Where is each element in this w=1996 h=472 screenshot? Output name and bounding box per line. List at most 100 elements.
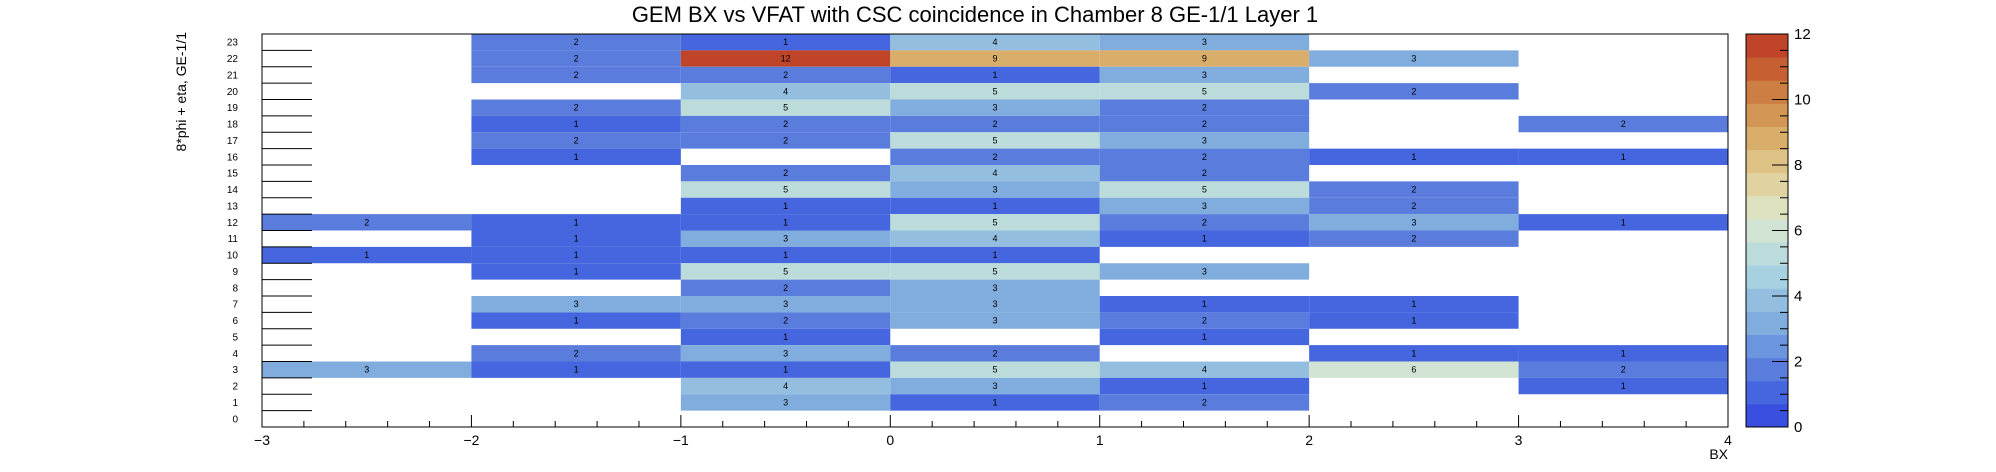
cell-value-label: 1 <box>783 332 788 342</box>
cell-value-label: 1 <box>1411 348 1416 358</box>
cell-value-label: 1 <box>1411 299 1416 309</box>
cell-value-label: 12 <box>781 54 791 64</box>
y-tick-label: 11 <box>228 234 239 245</box>
y-tick-label: 9 <box>232 267 238 278</box>
cell-value-label: 3 <box>992 381 997 391</box>
color-scale-segment <box>1746 34 1788 58</box>
heatmap-cell <box>890 132 1100 149</box>
cell-value-label: 2 <box>992 348 997 358</box>
heatmap-cell <box>1099 394 1310 411</box>
cell-value-label: 2 <box>783 168 788 178</box>
color-scale-segment <box>1746 242 1788 266</box>
heatmap-cell <box>680 263 891 280</box>
cell-value-label: 1 <box>574 119 579 129</box>
x-axis: −3 −2 −1 0 1 2 3 4 <box>254 415 1732 448</box>
cell-value-label: 2 <box>574 70 579 80</box>
heatmap-cell <box>1518 115 1728 133</box>
heatmap-cell <box>262 246 472 264</box>
heatmap-cell <box>471 345 681 362</box>
cell-value-label: 2 <box>1411 234 1416 244</box>
cell-value-label: 1 <box>574 152 579 162</box>
heatmap-cell <box>1309 361 1519 378</box>
cell-value-label: 1 <box>992 70 997 80</box>
heatmap-cell <box>680 312 891 329</box>
heatmap-cell <box>262 361 472 378</box>
heatmap-cell <box>680 230 891 247</box>
y-tick-label: 0 <box>232 414 238 425</box>
heatmap-cell <box>890 99 1100 116</box>
heatmap-cell <box>471 34 681 51</box>
heatmap-cell <box>1099 230 1310 247</box>
heatmap-cells: 2 1 4 32 12 9 9 32 2 1 34 5 5 22 5 3 21 2 2 2 22 2 5 31 2 2 1 12 4 25… <box>262 34 1728 411</box>
cell-value-label: 2 <box>574 348 579 358</box>
color-scale-segment <box>1746 403 1788 428</box>
heatmap-cell <box>1309 345 1519 362</box>
heatmap-cell <box>1309 296 1519 313</box>
heatmap-cell <box>1099 377 1310 395</box>
cell-value-label: 9 <box>992 54 997 64</box>
heatmap-cell <box>1309 83 1519 100</box>
x-tick-label: 2 <box>1305 432 1313 448</box>
cell-value-label: 2 <box>1202 316 1207 326</box>
heatmap-cell <box>680 328 891 346</box>
heatmap-cell <box>680 115 891 133</box>
cell-value-label: 2 <box>992 119 997 129</box>
cell-value-label: 2 <box>783 119 788 129</box>
y-tick-label: 18 <box>227 120 239 131</box>
heatmap-cell <box>1099 214 1310 231</box>
cell-value-label: 1 <box>1621 217 1626 227</box>
cell-value-label: 5 <box>992 365 997 375</box>
cell-value-label: 1 <box>783 201 788 211</box>
cell-value-label: 2 <box>364 217 369 227</box>
y-tick-label: 21 <box>227 70 239 81</box>
heatmap-cell <box>1309 50 1519 67</box>
heatmap-cell <box>890 345 1100 362</box>
heatmap-cell <box>680 165 891 182</box>
heatmap-cell <box>890 279 1100 296</box>
cell-value-label: 3 <box>1411 217 1416 227</box>
heatmap-cell <box>1309 312 1519 329</box>
heatmap-cell <box>1099 328 1310 346</box>
x-tick-label: 3 <box>1515 432 1523 448</box>
heatmap-cell <box>1099 34 1310 51</box>
cell-value-label: 5 <box>783 185 788 195</box>
color-scale-segment <box>1746 103 1788 127</box>
cell-value-label: 3 <box>783 397 788 407</box>
cell-value-label: 9 <box>1202 54 1207 64</box>
color-scale-segment <box>1746 149 1788 174</box>
x-tick-label: −1 <box>673 432 689 448</box>
x-axis-title: BX <box>1709 446 1728 462</box>
cell-value-label: 2 <box>1202 152 1207 162</box>
cell-value-label: 5 <box>992 266 997 276</box>
heatmap-cell <box>680 34 891 51</box>
cell-value-label: 2 <box>992 152 997 162</box>
cell-value-label: 2 <box>1202 168 1207 178</box>
heatmap-cell <box>680 345 891 362</box>
cell-value-label: 1 <box>992 397 997 407</box>
heatmap-cell <box>1309 181 1519 198</box>
heatmap-cell <box>680 394 891 411</box>
heatmap-cell <box>680 132 891 149</box>
y-tick-label: 7 <box>232 300 238 311</box>
cell-value-label: 4 <box>992 168 997 178</box>
heatmap-cell <box>1518 361 1728 378</box>
cell-value-label: 1 <box>783 250 788 260</box>
heatmap-cell <box>471 66 681 84</box>
cell-value-label: 3 <box>1202 201 1207 211</box>
heatmap-cell <box>1518 214 1728 231</box>
cell-value-label: 3 <box>1411 54 1416 64</box>
y-tick-label: 8 <box>232 283 238 294</box>
cell-value-label: 4 <box>783 381 788 391</box>
x-tick-label: 1 <box>1096 432 1104 448</box>
cell-value-label: 3 <box>364 365 369 375</box>
cell-value-label: 2 <box>1202 217 1207 227</box>
heatmap-cell <box>890 165 1100 182</box>
heatmap-cell <box>1099 312 1310 329</box>
heatmap-cell <box>471 148 681 165</box>
color-scale-segment <box>1746 126 1788 151</box>
y-tick-label: 20 <box>227 87 239 98</box>
cell-value-label: 2 <box>1202 119 1207 129</box>
cell-value-label: 6 <box>1411 365 1416 375</box>
heatmap-cell <box>1099 296 1310 313</box>
z-tick-label: 4 <box>1794 288 1802 305</box>
